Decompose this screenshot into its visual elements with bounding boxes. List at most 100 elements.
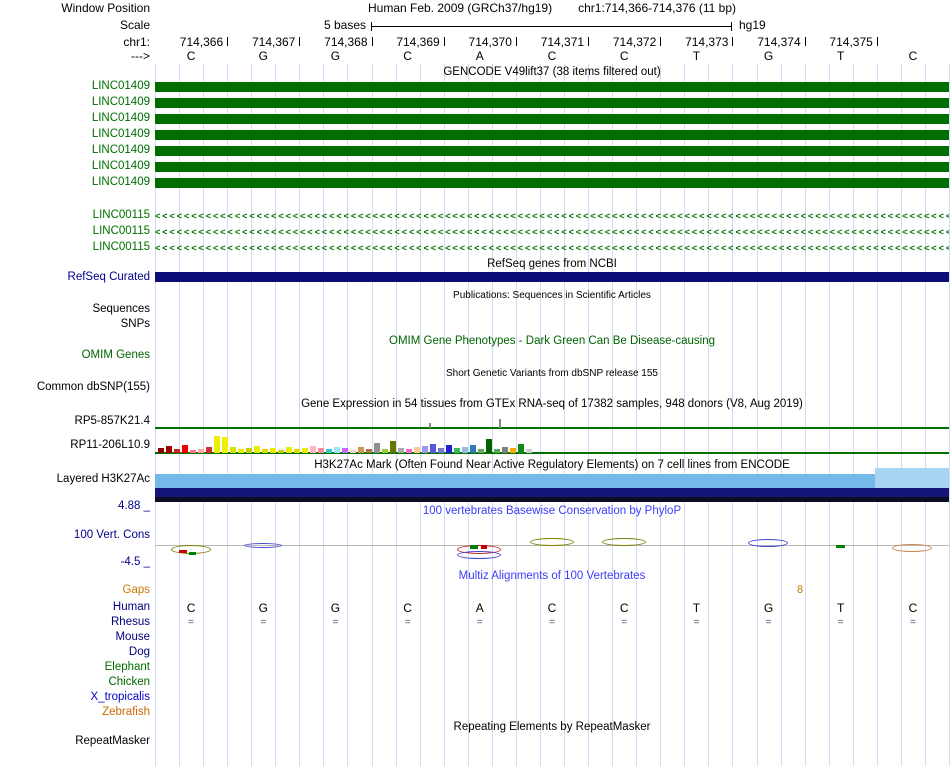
refseq-curated-bar[interactable] <box>155 272 949 282</box>
coordinate-label: 714,366 <box>179 35 224 49</box>
species-label[interactable]: X_tropicalis <box>90 691 150 703</box>
scale-value: 5 bases <box>323 18 366 32</box>
reference-base: C <box>403 49 412 63</box>
gtex-title[interactable]: Gene Expression in 54 tissues from GTEx … <box>301 398 803 410</box>
aligned-base: G <box>763 601 774 615</box>
gtex-tissue-bar <box>454 448 460 453</box>
omim-title[interactable]: OMIM Gene Phenotypes - Dark Green Can Be… <box>389 335 715 347</box>
species-label[interactable]: Zebrafish <box>102 706 150 718</box>
h3k27ac-band[interactable] <box>155 474 875 488</box>
repeatmasker-label[interactable]: RepeatMasker <box>75 735 150 747</box>
species-label[interactable]: Human <box>112 601 150 613</box>
phylop-dash <box>188 551 196 555</box>
gene-item-bar[interactable] <box>155 114 949 124</box>
species-label[interactable]: Mouse <box>115 631 150 643</box>
gtex-tissue-bar <box>502 447 508 453</box>
phylop-dash <box>481 545 487 549</box>
coordinate-label: 714,368 <box>324 35 368 49</box>
layered-h3k27ac-label[interactable]: Layered H3K27Ac <box>56 473 150 485</box>
base-gridline <box>443 64 445 766</box>
coordinate-label: 714,369 <box>396 35 440 49</box>
phylop-mark <box>530 538 574 546</box>
base-gridline <box>491 64 493 766</box>
coordinate-label: 714,374 <box>757 35 801 49</box>
gene-item-bar[interactable] <box>155 178 949 188</box>
gene-item-arrows[interactable]: <<<<<<<<<<<<<<<<<<<<<<<<<<<<<<<<<<<<<<<<… <box>155 227 949 237</box>
coordinate-tick <box>299 37 301 46</box>
gene-item-label[interactable]: LINC00115 <box>92 225 150 237</box>
refseq-curated-label[interactable]: RefSeq Curated <box>67 271 150 283</box>
repeatmasker-title[interactable]: Repeating Elements by RepeatMasker <box>453 721 651 733</box>
species-label[interactable]: Chicken <box>108 676 150 688</box>
gtex-gene-bottom-label[interactable]: RP11-206L10.9 <box>70 439 150 451</box>
gtex-tissue-bar <box>382 449 388 453</box>
phylop-title[interactable]: 100 vertebrates Basewise Conservation by… <box>422 505 682 517</box>
reference-base: T <box>837 49 845 63</box>
gene-item-bar[interactable] <box>155 146 949 156</box>
species-label[interactable]: Rhesus <box>111 616 150 628</box>
aligned-base: C <box>186 601 196 615</box>
gtex-tissue-bar <box>494 449 500 453</box>
scale-bar-line <box>371 26 732 27</box>
gtex-gene-bottom-line[interactable] <box>155 452 949 454</box>
alignment-mark: = <box>837 617 844 628</box>
gene-item-arrows[interactable]: <<<<<<<<<<<<<<<<<<<<<<<<<<<<<<<<<<<<<<<<… <box>155 211 949 221</box>
base-gridline <box>515 64 517 766</box>
base-gridline <box>660 64 662 766</box>
gene-item-label[interactable]: LINC01409 <box>91 176 150 188</box>
refseq-title[interactable]: RefSeq genes from NCBI <box>487 258 617 270</box>
sequences-label[interactable]: Sequences <box>92 303 150 315</box>
alignment-mark: = <box>765 617 772 628</box>
h3k27ac-band[interactable] <box>875 468 949 488</box>
gene-item-label[interactable]: LINC01409 <box>91 112 150 124</box>
gene-item-bar[interactable] <box>155 98 949 108</box>
gtex-gene-top-label[interactable]: RP5-857K21.4 <box>74 415 150 427</box>
h3k27ac-band[interactable] <box>155 488 949 497</box>
base-gridline <box>684 64 686 766</box>
gene-item-label[interactable]: LINC00115 <box>92 241 150 253</box>
base-gridline <box>756 64 758 766</box>
gene-item-label[interactable]: LINC01409 <box>91 128 150 140</box>
base-gridline <box>275 64 277 766</box>
gtex-splice-mark <box>429 423 431 428</box>
species-label[interactable]: Elephant <box>104 661 150 673</box>
gene-item-bar[interactable] <box>155 82 949 92</box>
phylop-max-label: 4.88 _ <box>118 500 150 512</box>
h3k27ac-band[interactable] <box>155 497 949 502</box>
base-gridline <box>852 64 854 766</box>
gene-item-label[interactable]: LINC00115 <box>92 209 150 221</box>
gtex-tissue-bar <box>430 444 436 453</box>
snps-label[interactable]: SNPs <box>120 318 150 330</box>
gene-item-bar[interactable] <box>155 162 949 172</box>
reference-base: C <box>619 49 629 63</box>
publications-title[interactable]: Publications: Sequences in Scientific Ar… <box>453 290 651 301</box>
multiz-title[interactable]: Multiz Alignments of 100 Vertebrates <box>458 570 646 582</box>
base-gridline <box>251 64 253 766</box>
omim-genes-label[interactable]: OMIM Genes <box>81 349 150 361</box>
coordinate-tick <box>588 37 590 46</box>
gene-item-label[interactable]: LINC01409 <box>91 96 150 108</box>
gene-item-bar[interactable] <box>155 130 949 140</box>
base-gridline <box>323 64 325 766</box>
gtex-gene-top-line[interactable] <box>155 427 949 429</box>
phylop-mark <box>748 539 788 547</box>
gene-item-label[interactable]: LINC01409 <box>91 80 150 92</box>
gencode-title[interactable]: GENCODE V49lift37 (38 items filtered out… <box>443 66 661 78</box>
dbsnp-title[interactable]: Short Genetic Variants from dbSNP releas… <box>446 368 658 379</box>
coordinate-label: 714,373 <box>685 35 729 49</box>
base-gridline <box>636 64 638 766</box>
gtex-tissue-bar <box>198 449 204 453</box>
gene-item-label[interactable]: LINC01409 <box>91 160 150 172</box>
gene-item-label[interactable]: LINC01409 <box>91 144 150 156</box>
gene-item-arrows[interactable]: <<<<<<<<<<<<<<<<<<<<<<<<<<<<<<<<<<<<<<<<… <box>155 243 949 253</box>
reference-base: A <box>475 49 484 63</box>
alignment-mark: = <box>260 617 267 628</box>
common-dbsnp-label[interactable]: Common dbSNP(155) <box>36 381 150 393</box>
species-label[interactable]: Dog <box>128 646 150 658</box>
aligned-base: C <box>908 601 918 615</box>
gaps-label[interactable]: Gaps <box>122 584 151 596</box>
vert-cons-label[interactable]: 100 Vert. Cons <box>73 529 150 541</box>
base-gridline <box>347 64 349 766</box>
h3k27ac-title[interactable]: H3K27Ac Mark (Often Found Near Active Re… <box>314 459 790 471</box>
base-gridline <box>612 64 614 766</box>
